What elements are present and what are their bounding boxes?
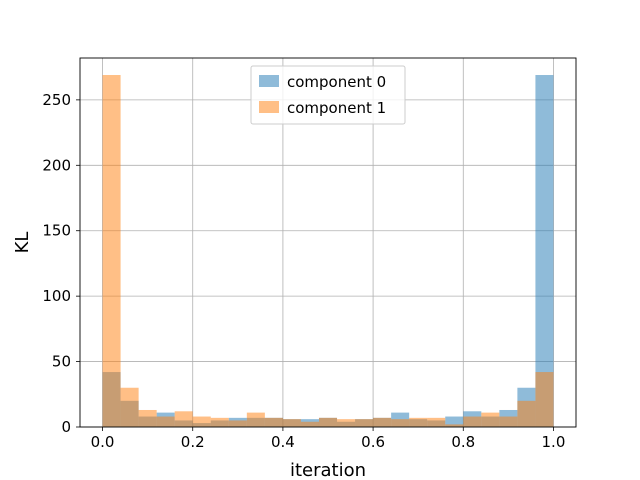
y-tick-label: 50 (52, 353, 71, 371)
histogram-bar-series-1 (391, 419, 410, 427)
legend-swatch (259, 101, 279, 113)
y-axis-label: KL (12, 232, 33, 254)
histogram-bar-series-1 (355, 419, 374, 427)
histogram-bar-series-1 (409, 417, 428, 427)
histogram-bar-series-1 (481, 412, 500, 427)
histogram-bar-series-1 (102, 75, 121, 428)
y-tick-label: 150 (42, 222, 71, 240)
x-tick-label: 0.6 (361, 433, 385, 451)
histogram-bar-series-1 (120, 387, 139, 427)
x-axis-label: iteration (290, 460, 366, 480)
histogram-bar-series-1 (138, 409, 157, 427)
histogram-bar-series-1 (373, 417, 392, 427)
plot-area-frame (79, 57, 577, 428)
histogram-bar-series-1 (300, 421, 319, 427)
histogram-bar-series-1 (282, 419, 301, 427)
histogram-bar-series-1 (535, 372, 554, 427)
x-tick-label: 1.0 (542, 433, 566, 451)
y-tick-label: 0 (61, 418, 71, 436)
histogram-bar-series-1 (463, 416, 482, 427)
histogram-bar-series-1 (210, 417, 229, 427)
histogram-bar-series-1 (228, 420, 247, 427)
legend-label: component 1 (287, 99, 386, 117)
legend-swatch (259, 75, 279, 87)
histogram-bar-series-1 (264, 417, 283, 427)
histogram-bar-series-1 (174, 411, 193, 427)
legend: component 0 component 1 (250, 65, 406, 125)
histogram-bar-series-1 (499, 416, 518, 427)
histogram-bar-series-0 (445, 416, 464, 427)
histogram-bar-series-1 (427, 417, 446, 427)
legend-label: component 0 (287, 73, 386, 91)
axis-ticks: 0.0 0.2 0.4 0.6 0.8 1.0 0 50 100 150 200 250 (42, 91, 565, 451)
y-tick-label: 100 (42, 287, 71, 305)
x-tick-label: 0.8 (451, 433, 475, 451)
histogram-bar-series-0 (535, 75, 554, 428)
legend-box (250, 65, 406, 125)
histogram-bar-series-1 (337, 419, 356, 427)
histogram-bar-series-1 (192, 416, 211, 427)
x-tick-label: 0.4 (271, 433, 295, 451)
histogram-bar-series-1 (156, 416, 175, 427)
x-tick-label: 0.0 (91, 433, 115, 451)
histogram-bar-series-1 (445, 424, 464, 427)
y-tick-label: 200 (42, 156, 71, 174)
y-tick-label: 250 (42, 91, 71, 109)
histogram-bars (102, 75, 554, 428)
x-tick-label: 0.2 (181, 433, 205, 451)
histogram-bar-series-1 (318, 417, 338, 427)
histogram-bar-series-1 (246, 412, 265, 427)
histogram-bar-series-1 (517, 400, 536, 427)
